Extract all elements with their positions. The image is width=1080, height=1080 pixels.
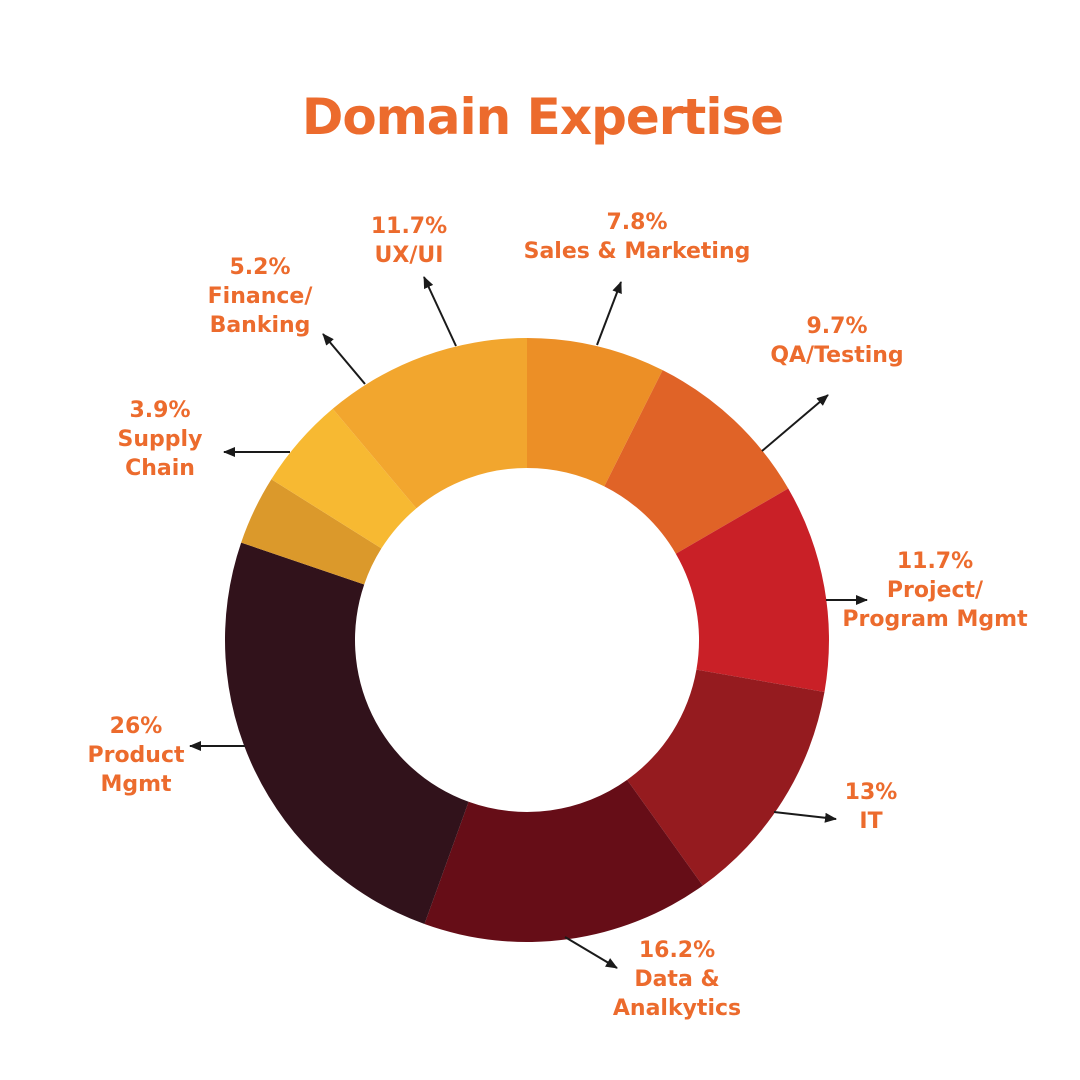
- donut-slice: [224, 542, 469, 925]
- callout-arrow: [564, 936, 618, 969]
- donut-slice: [604, 370, 789, 554]
- slice-category-label: Sales & Marketing: [523, 239, 751, 264]
- slice-percent-label: 26%: [109, 714, 163, 739]
- slice-category-label: Analkytics: [612, 996, 742, 1021]
- slice-callout: 11.7% Project/Program Mgmt: [815, 547, 1055, 634]
- slice-category-label: Finance/: [207, 284, 313, 309]
- slice-percent-label: 9.7%: [806, 314, 868, 339]
- slice-category-label: Chain: [125, 456, 195, 481]
- callout-arrow: [322, 333, 366, 385]
- callout-arrow: [596, 281, 622, 346]
- slice-callout: 26% Product Mgmt: [16, 712, 256, 799]
- callout-arrow: [773, 811, 837, 823]
- slice-callout: 13% IT: [751, 778, 991, 836]
- slice-percent-label: 5.2%: [229, 255, 291, 280]
- donut-slice: [241, 479, 382, 585]
- donut-slice: [627, 669, 825, 886]
- slice-category-label: IT: [859, 809, 883, 834]
- donut-slice: [332, 338, 527, 509]
- slice-callout: 7.8% Sales & Marketing: [517, 208, 757, 266]
- slice-category-label: Product: [87, 743, 185, 768]
- slice-callout: 16.2% Data & Analkytics: [557, 936, 797, 1023]
- donut-slice: [424, 779, 703, 943]
- donut-slice: [527, 338, 663, 487]
- slice-percent-label: 3.9%: [129, 398, 191, 423]
- slice-category-label: UX/UI: [374, 243, 444, 268]
- slice-category-label: Project/: [886, 578, 984, 603]
- slice-category-label: Data &: [634, 967, 720, 992]
- slice-callout: 5.2% Finance/Banking: [140, 253, 380, 340]
- slice-percent-label: 11.7%: [370, 214, 448, 239]
- chart-title: Domain Expertise: [301, 88, 784, 146]
- slice-percent-label: 11.7%: [896, 549, 974, 574]
- slice-percent-label: 16.2%: [638, 938, 716, 963]
- slice-percent-label: 7.8%: [606, 210, 668, 235]
- slice-category-label: Supply: [117, 427, 203, 452]
- slice-category-label: QA/Testing: [770, 343, 904, 368]
- slice-callout: 3.9% Supply Chain: [40, 396, 280, 483]
- slice-category-label: Banking: [209, 313, 311, 338]
- callout-arrow: [761, 394, 829, 452]
- callout-arrow: [423, 276, 457, 347]
- slice-category-label: Program Mgmt: [842, 607, 1028, 632]
- slice-category-label: Mgmt: [100, 772, 172, 797]
- slice-percent-label: 13%: [844, 780, 898, 805]
- donut-slice: [271, 408, 417, 549]
- donut-slice: [675, 488, 829, 693]
- slice-callout: 11.7% UX/UI: [289, 212, 529, 270]
- slice-callout: 9.7% QA/Testing: [717, 312, 957, 370]
